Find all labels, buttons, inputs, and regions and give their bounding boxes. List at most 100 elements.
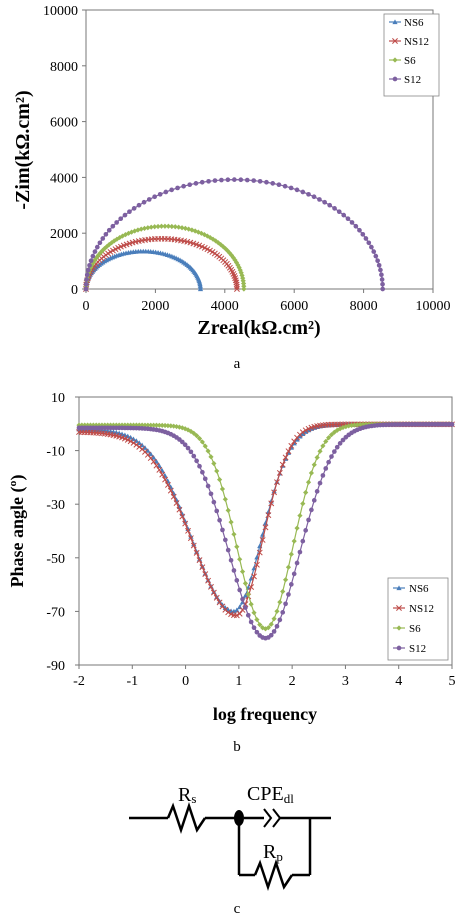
bode-point	[148, 422, 154, 428]
bode-point	[153, 458, 160, 464]
nyquist-x-tick-label: 0	[83, 299, 90, 314]
bode-point	[265, 509, 271, 515]
nyquist-x-tick-label: 4000	[211, 299, 239, 314]
bode-point	[291, 438, 298, 445]
nyquist-point	[94, 244, 100, 250]
bode-point	[233, 612, 240, 619]
bode-point	[320, 443, 326, 449]
bode-point	[328, 432, 335, 438]
bode-x-tick-label: 5	[449, 674, 456, 689]
bode-point	[300, 431, 306, 436]
nyquist-point	[353, 223, 359, 229]
nyquist-point	[145, 225, 151, 231]
nyquist-point	[106, 227, 112, 233]
bode-point	[254, 629, 260, 635]
nyquist-point	[244, 177, 250, 183]
nyquist-point	[360, 231, 366, 237]
cpe-element-left	[263, 808, 273, 828]
nyquist-point	[165, 223, 171, 229]
bode-point	[164, 481, 171, 488]
nyquist-point	[100, 236, 106, 241]
bode-point	[153, 462, 160, 469]
bode-y-axis-label: Phase angle (º)	[7, 475, 28, 588]
nyquist-point	[294, 187, 300, 193]
nyquist-y-tick-label: 10000	[43, 4, 78, 19]
nyquist-point	[306, 191, 311, 197]
bode-point	[329, 454, 334, 459]
bode-point	[245, 591, 251, 597]
nyquist-point	[187, 182, 193, 188]
bode-point	[199, 439, 205, 445]
nyquist-point	[83, 286, 89, 292]
bode-point	[294, 525, 300, 531]
bode-legend-label: S6	[409, 623, 421, 635]
bode-point	[234, 578, 240, 583]
bode-point	[271, 616, 277, 622]
bode-point	[194, 458, 199, 464]
nyquist-point	[141, 199, 147, 205]
bode-point	[357, 421, 363, 428]
bode-point	[340, 437, 346, 443]
bode-x-ticks: -2 -1 0 1 2 3 4 5	[73, 665, 456, 689]
bode-plot-frame	[78, 396, 453, 666]
bode-point	[334, 444, 340, 450]
bode-point	[165, 423, 171, 429]
nyquist-point	[103, 231, 109, 237]
nyquist-point	[232, 177, 237, 182]
nyquist-point	[239, 272, 245, 279]
bode-point	[110, 422, 117, 428]
bode-point	[142, 445, 148, 450]
bode-point	[153, 422, 160, 428]
bode-point	[309, 507, 314, 513]
bode-legend: NS6 NS12 S6 S12	[387, 577, 449, 661]
bode-phase-chart: -2 -1 0 1 2 3 4 5 10-10-30-50-70-90 NS6NS12S6S1…	[7, 391, 456, 755]
bode-x-tick-label: 0	[182, 674, 189, 689]
bode-series	[76, 421, 455, 641]
panel-label-c: c	[234, 901, 241, 917]
nyquist-point	[146, 197, 152, 202]
bode-point	[185, 527, 191, 534]
panel-label-a: a	[234, 356, 241, 372]
nyquist-point	[122, 212, 128, 218]
nyquist-point	[225, 177, 231, 183]
nyquist-point	[131, 206, 137, 211]
nyquist-point	[162, 223, 168, 229]
bode-point	[156, 422, 162, 428]
nyquist-y-tick-label: 2000	[50, 227, 78, 242]
bode-point	[188, 449, 194, 455]
bode-point	[228, 519, 234, 525]
bode-point	[317, 480, 323, 486]
bode-x-tick-label: 3	[342, 674, 349, 689]
bode-point	[285, 564, 292, 570]
nyquist-point	[163, 189, 169, 195]
bode-point	[213, 594, 220, 601]
nyquist-point	[228, 252, 235, 258]
bode-point	[449, 421, 455, 427]
nyquist-y-tick-label: 4000	[50, 171, 78, 186]
nyquist-point	[172, 224, 178, 230]
bode-legend-label: NS6	[409, 583, 429, 595]
nyquist-point	[97, 240, 103, 246]
nyquist-point	[141, 225, 148, 231]
circuit-labels: Rs CPEdl Rp c	[178, 783, 294, 917]
nyquist-point	[311, 194, 317, 200]
nyquist-point	[264, 179, 269, 185]
bode-point	[187, 535, 194, 542]
bode-point	[251, 625, 257, 630]
nyquist-point	[148, 224, 154, 230]
nyquist-point	[236, 264, 242, 271]
bode-point	[271, 489, 278, 496]
bode-point	[231, 568, 237, 573]
bode-point	[257, 622, 263, 628]
bode-point	[291, 538, 297, 544]
bode-point	[237, 587, 243, 593]
bode-point	[231, 531, 237, 537]
nyquist-x-ticks: 0 2000 4000 6000 8000 10000	[83, 289, 451, 314]
bode-point	[128, 422, 134, 428]
bode-point	[222, 537, 228, 543]
bode-y-tick-label: 10	[51, 391, 65, 406]
bode-point	[136, 422, 142, 428]
bode-point	[274, 479, 280, 486]
bode-point	[202, 443, 208, 449]
bode-point	[208, 454, 214, 460]
